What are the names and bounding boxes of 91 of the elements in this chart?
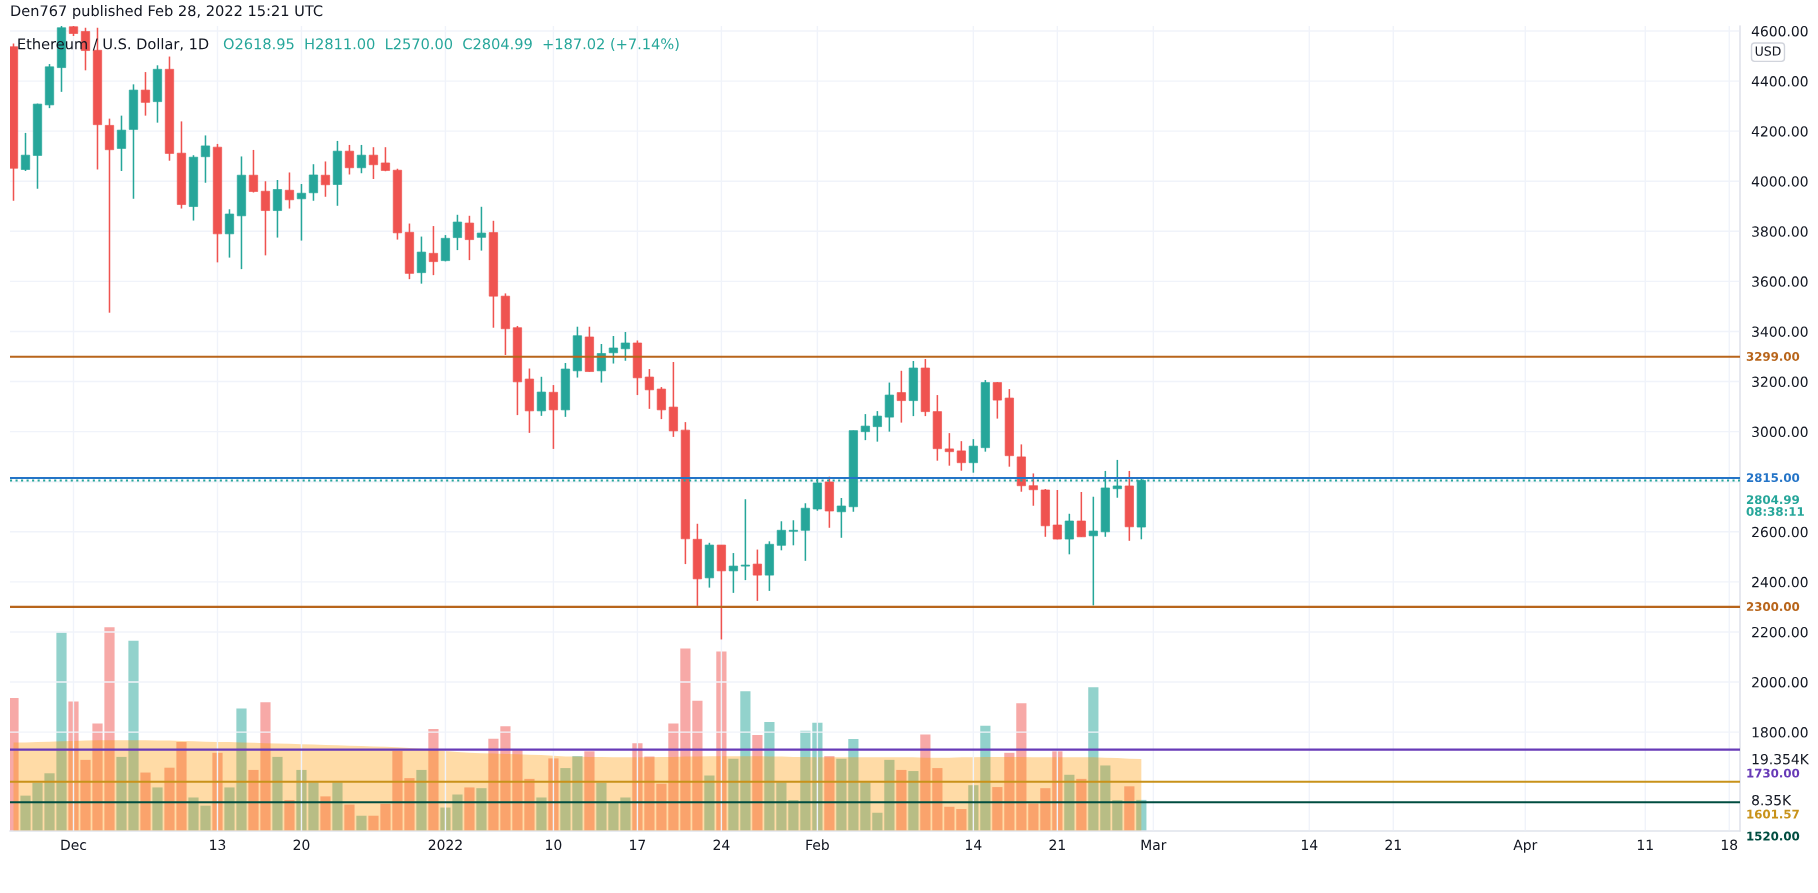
candlestick xyxy=(428,225,438,276)
candlestick xyxy=(548,384,558,450)
y-tick-label: 3600.00 xyxy=(1752,276,1808,287)
y-axis-title: USD xyxy=(1755,46,1781,56)
candlestick xyxy=(116,114,127,172)
text: Den767 published Feb 28, 2022 15:21 UTC xyxy=(11,4,323,20)
candlestick xyxy=(224,208,235,259)
x-tick-label: 11 xyxy=(1637,839,1653,850)
y-tick-label: 4000.00 xyxy=(1751,176,1808,187)
x-tick-label: 14 xyxy=(1302,839,1318,850)
candlestick xyxy=(668,361,678,438)
candlestick xyxy=(272,179,283,239)
x-tick-label: 2022 xyxy=(428,839,462,851)
candlestick xyxy=(284,171,295,210)
candlestick xyxy=(356,144,366,174)
x-tick-label: 21 xyxy=(1049,839,1065,850)
candlestick xyxy=(380,146,390,172)
candlestick xyxy=(368,146,378,180)
y-tick-label: 2000.00 xyxy=(1752,676,1808,688)
y-tick-label: 4600.00 xyxy=(1751,25,1808,37)
ref-line-label: 2815.00 xyxy=(1746,473,1800,483)
y2-tick-label: 8.35K xyxy=(1752,794,1792,806)
candlestick xyxy=(956,440,966,472)
candlestick xyxy=(1088,495,1098,607)
y-tick-label: 3000.00 xyxy=(1752,426,1808,438)
candlestick xyxy=(1028,472,1038,507)
y-tick-label: 3800.00 xyxy=(1752,226,1808,237)
x-tick-label: Apr xyxy=(1513,839,1538,853)
candlestick xyxy=(644,368,654,410)
ref-line-label: 1520.00 xyxy=(1747,831,1800,841)
candlestick xyxy=(656,386,666,420)
candlestick xyxy=(968,438,978,474)
y-tick-label: 3200.00 xyxy=(1752,376,1808,388)
candlestick xyxy=(740,498,750,581)
candlestick xyxy=(788,519,798,547)
x-tick-label: Feb xyxy=(806,839,829,851)
x-tick-label: 24 xyxy=(713,839,730,850)
y-tick-label: 3400.00 xyxy=(1752,326,1808,337)
candlestick xyxy=(776,520,786,552)
candlestick xyxy=(260,180,271,257)
y-tick-label: 1800.00 xyxy=(1752,727,1808,738)
text: O2618.95 H2811.00 L2570.00 C2804.99 +187.02 (+7.14%) xyxy=(223,38,679,52)
ref-line-label: 2300.00 xyxy=(1746,602,1800,612)
candlestick xyxy=(344,144,354,176)
candlestick xyxy=(1052,489,1062,541)
candlestick xyxy=(1076,491,1086,538)
candlestick xyxy=(248,149,259,194)
candlestick xyxy=(536,376,546,417)
candlestick xyxy=(836,497,846,539)
ref-line-label: 3299.00 xyxy=(1746,351,1800,361)
candlestick xyxy=(476,206,486,252)
candlestick xyxy=(884,381,894,433)
x-tick-label: Mar xyxy=(1141,839,1167,851)
y-tick-label: 2400.00 xyxy=(1752,576,1808,588)
y-tick-label: 4200.00 xyxy=(1751,126,1808,137)
candlestick xyxy=(860,413,870,441)
candlestick xyxy=(872,410,882,443)
candlestick xyxy=(896,370,906,424)
candlestick xyxy=(944,432,954,467)
x-tick-label: 13 xyxy=(210,839,226,851)
candlestick xyxy=(440,234,450,263)
candlestick xyxy=(296,183,307,242)
candlestick xyxy=(1064,512,1074,556)
candlestick xyxy=(200,134,211,184)
y2-tick-label: 19.354K xyxy=(1752,753,1810,765)
x-tick-label: 21 xyxy=(1385,839,1401,850)
candlestick xyxy=(20,132,31,172)
candlestick xyxy=(416,235,426,285)
x-tick-label: 20 xyxy=(293,839,310,851)
ref-line-label: 1730.00 xyxy=(1747,768,1800,778)
candlestick xyxy=(800,502,810,562)
candlestick xyxy=(608,335,618,365)
candlestick xyxy=(308,163,319,202)
candlestick xyxy=(452,214,462,251)
ref-line-label: 1601.57 xyxy=(1747,809,1799,819)
y-tick-label: 2200.00 xyxy=(1752,626,1808,638)
candlestick xyxy=(752,548,762,602)
x-tick-label: 14 xyxy=(966,839,982,850)
candlestick xyxy=(464,215,474,261)
candlestick xyxy=(728,552,738,594)
x-tick-label: 10 xyxy=(546,839,562,851)
ref-line-label: 2804.99 08:38:11 xyxy=(1746,495,1804,516)
x-tick-label: 17 xyxy=(630,839,646,850)
candlestick xyxy=(320,160,330,198)
x-tick-label: 18 xyxy=(1721,839,1738,851)
x-tick-label: Dec xyxy=(61,839,87,851)
y-tick-label: 2600.00 xyxy=(1752,526,1808,538)
candlestick xyxy=(140,71,151,117)
candlestick xyxy=(992,381,1002,420)
y-tick-label: 4400.00 xyxy=(1751,76,1808,87)
candlestick xyxy=(620,331,630,362)
